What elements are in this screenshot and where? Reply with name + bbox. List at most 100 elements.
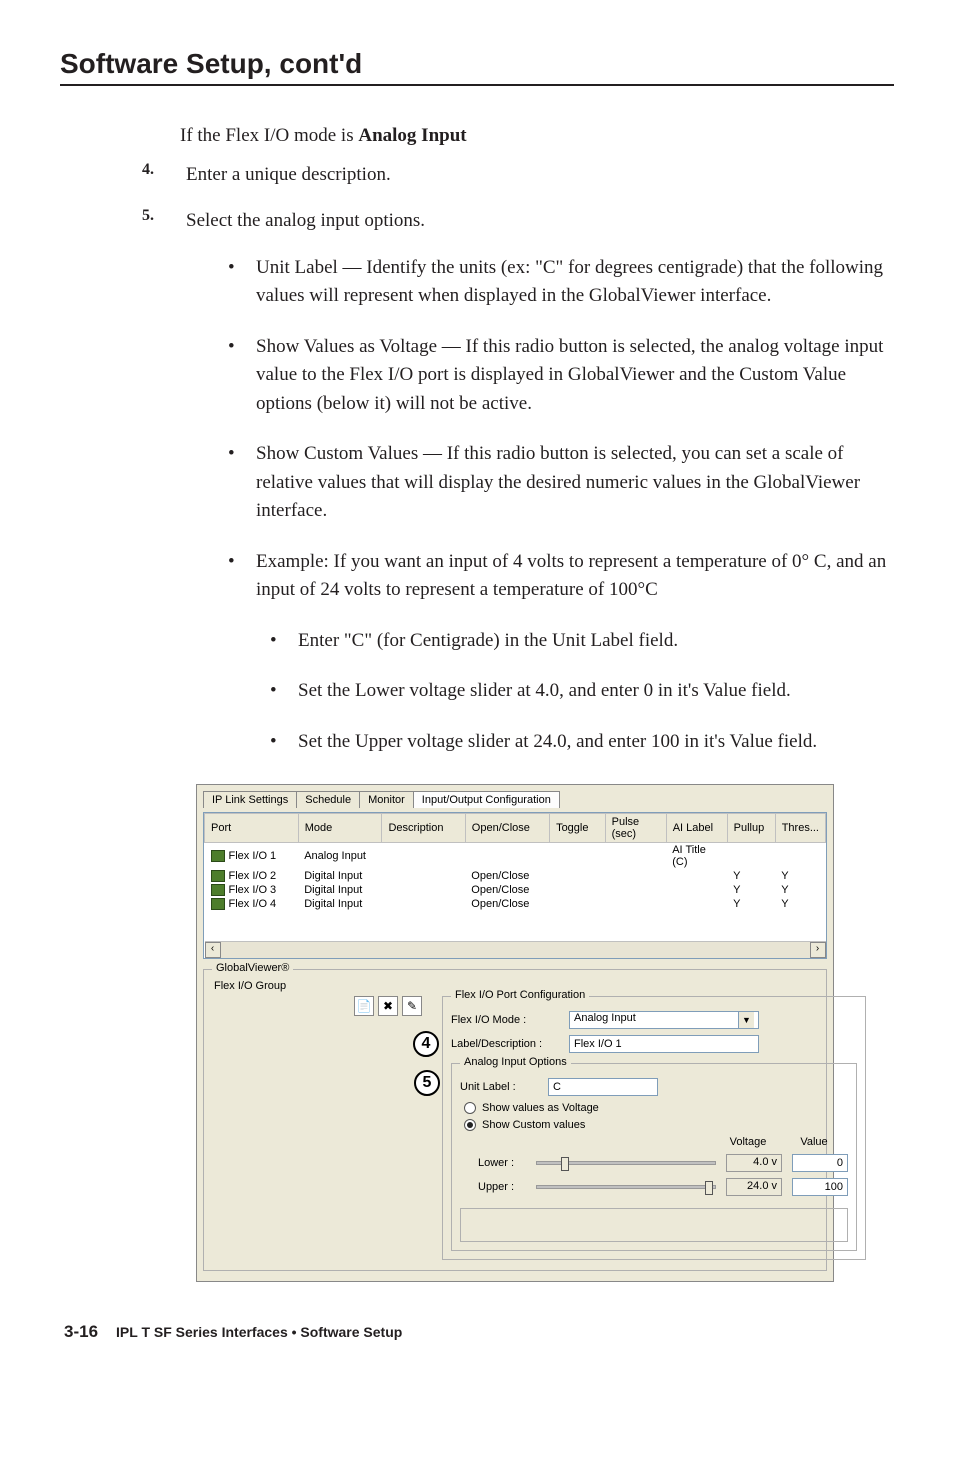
footer-text: IPL T SF Series Interfaces • Software Se… bbox=[116, 1324, 402, 1340]
lower-slider[interactable] bbox=[536, 1161, 716, 1165]
col-port[interactable]: Port bbox=[205, 814, 299, 843]
upper-slider-row: Upper : 24.0 v bbox=[478, 1178, 848, 1196]
bullet-icon: • bbox=[228, 440, 240, 536]
bullet-text: Example: If you want an input of 4 volts… bbox=[256, 548, 894, 605]
bullet-text: Set the Lower voltage slider at 4.0, and… bbox=[298, 677, 894, 706]
description-input[interactable] bbox=[569, 1035, 759, 1053]
bullet-icon: • bbox=[228, 254, 240, 321]
tab-io-config[interactable]: Input/Output Configuration bbox=[413, 791, 560, 808]
bullet-text: Show Values as Voltage — If this radio b… bbox=[256, 333, 894, 419]
intro-bold: Analog Input bbox=[358, 125, 466, 146]
upper-value-input[interactable] bbox=[792, 1178, 848, 1196]
tool-new-icon[interactable]: 📄 bbox=[354, 996, 374, 1016]
port-config-group: Flex I/O Port Configuration Flex I/O Mod… bbox=[442, 996, 866, 1260]
radio-custom[interactable]: Show Custom values bbox=[464, 1119, 848, 1131]
config-screenshot: IP Link Settings Schedule Monitor Input/… bbox=[196, 784, 834, 1282]
col-desc[interactable]: Description bbox=[382, 814, 465, 843]
page-footer: 3-16 IPL T SF Series Interfaces • Softwa… bbox=[64, 1322, 894, 1342]
hscrollbar[interactable]: ‹ › bbox=[205, 941, 826, 958]
col-mode[interactable]: Mode bbox=[298, 814, 382, 843]
ai-opts-title: Analog Input Options bbox=[460, 1056, 571, 1068]
bullet-text: Show Custom Values — If this radio butto… bbox=[256, 440, 894, 526]
table-row[interactable]: Flex I/O 3 Digital Input Open/Close Y Y bbox=[205, 883, 826, 897]
bullet-icon: • bbox=[270, 627, 282, 666]
step-4: 4. Enter a unique description. bbox=[60, 161, 894, 200]
slider-thumb[interactable] bbox=[705, 1181, 713, 1195]
scroll-left-icon[interactable]: ‹ bbox=[205, 942, 221, 958]
bullet-item: • Unit Label — Identify the units (ex: "… bbox=[228, 254, 894, 321]
tool-edit-icon[interactable]: ✎ bbox=[402, 996, 422, 1016]
mode-label: Flex I/O Mode : bbox=[451, 1014, 561, 1026]
empty-frame bbox=[460, 1208, 848, 1242]
port-icon bbox=[211, 898, 225, 910]
lower-slider-row: Lower : 4.0 v bbox=[478, 1154, 848, 1172]
step-body: Enter a unique description. bbox=[186, 161, 894, 190]
desc-label: Label/Description : bbox=[451, 1038, 561, 1050]
lower-voltage: 4.0 v bbox=[726, 1154, 782, 1172]
col-toggle[interactable]: Toggle bbox=[550, 814, 606, 843]
sub-bullet-item: • Enter "C" (for Centigrade) in the Unit… bbox=[270, 627, 894, 666]
page-number: 3-16 bbox=[64, 1322, 98, 1342]
sub-bullet-item: • Set the Lower voltage slider at 4.0, a… bbox=[270, 677, 894, 716]
bullet-icon: • bbox=[270, 728, 282, 767]
bullet-text: Unit Label — Identify the units (ex: "C"… bbox=[256, 254, 894, 311]
intro-line: If the Flex I/O mode is Analog Input bbox=[180, 122, 894, 151]
radio-voltage[interactable]: Show values as Voltage bbox=[464, 1102, 848, 1114]
scroll-track[interactable] bbox=[221, 942, 810, 958]
bullet-item: • Show Custom Values — If this radio but… bbox=[228, 440, 894, 536]
port-icon bbox=[211, 884, 225, 896]
bullet-text: Enter "C" (for Centigrade) in the Unit L… bbox=[298, 627, 894, 656]
slider-thumb[interactable] bbox=[561, 1157, 569, 1171]
callout-5: 5 bbox=[414, 1070, 440, 1096]
unit-label-input[interactable] bbox=[548, 1078, 658, 1096]
tab-ip-link[interactable]: IP Link Settings bbox=[203, 791, 297, 808]
lower-value-input[interactable] bbox=[792, 1154, 848, 1172]
radio-label: Show Custom values bbox=[482, 1119, 585, 1131]
bullet-icon: • bbox=[228, 548, 240, 615]
table-row[interactable]: Flex I/O 2 Digital Input Open/Close Y Y bbox=[205, 869, 826, 883]
bullet-icon: • bbox=[228, 333, 240, 429]
port-icon bbox=[211, 870, 225, 882]
tab-monitor[interactable]: Monitor bbox=[359, 791, 414, 808]
port-list: Port Mode Description Open/Close Toggle … bbox=[203, 812, 827, 959]
col-voltage: Voltage bbox=[720, 1136, 776, 1148]
step-5: 5. Select the analog input options. bbox=[60, 207, 894, 246]
table-row[interactable]: Flex I/O 4 Digital Input Open/Close Y Y bbox=[205, 897, 826, 911]
tab-bar: IP Link Settings Schedule Monitor Input/… bbox=[203, 791, 827, 808]
unit-label: Unit Label : bbox=[460, 1081, 540, 1093]
col-pullup[interactable]: Pullup bbox=[727, 814, 775, 843]
lower-label: Lower : bbox=[478, 1157, 526, 1169]
table-row[interactable]: Flex I/O 1 Analog Input AI Title (C) bbox=[205, 843, 826, 870]
step-body: Select the analog input options. bbox=[186, 207, 894, 236]
bullet-item: • Example: If you want an input of 4 vol… bbox=[228, 548, 894, 615]
tool-delete-icon[interactable]: ✖ bbox=[378, 996, 398, 1016]
radio-label: Show values as Voltage bbox=[482, 1102, 599, 1114]
col-thres[interactable]: Thres... bbox=[775, 814, 825, 843]
scroll-right-icon[interactable]: › bbox=[810, 942, 826, 958]
callout-4: 4 bbox=[413, 1031, 439, 1057]
col-pulse[interactable]: Pulse (sec) bbox=[605, 814, 666, 843]
radio-icon bbox=[464, 1119, 476, 1131]
sub-bullet-item: • Set the Upper voltage slider at 24.0, … bbox=[270, 728, 894, 767]
group-title: GlobalViewer® bbox=[212, 962, 293, 974]
col-value: Value bbox=[786, 1136, 842, 1148]
globalviewer-group: GlobalViewer® Flex I/O Group 📄 ✖ ✎ Flex … bbox=[203, 969, 827, 1271]
bullet-item: • Show Values as Voltage — If this radio… bbox=[228, 333, 894, 429]
col-ailabel[interactable]: AI Label bbox=[666, 814, 727, 843]
slider-column-heads: Voltage Value bbox=[720, 1136, 848, 1148]
port-cfg-title: Flex I/O Port Configuration bbox=[451, 989, 589, 1001]
table-header-row: Port Mode Description Open/Close Toggle … bbox=[205, 814, 826, 843]
mode-dropdown[interactable]: Analog Input ▼ bbox=[569, 1011, 759, 1029]
tab-schedule[interactable]: Schedule bbox=[296, 791, 360, 808]
radio-icon bbox=[464, 1102, 476, 1114]
port-icon bbox=[211, 850, 225, 862]
bullet-text: Set the Upper voltage slider at 24.0, an… bbox=[298, 728, 894, 757]
section-title: Software Setup, cont'd bbox=[60, 48, 894, 86]
mode-value: Analog Input bbox=[574, 1012, 738, 1028]
upper-slider[interactable] bbox=[536, 1185, 716, 1189]
chevron-down-icon[interactable]: ▼ bbox=[738, 1012, 754, 1028]
col-oc[interactable]: Open/Close bbox=[465, 814, 549, 843]
upper-label: Upper : bbox=[478, 1181, 526, 1193]
intro-text: If the Flex I/O mode is bbox=[180, 125, 358, 146]
step-number: 4. bbox=[126, 161, 154, 200]
